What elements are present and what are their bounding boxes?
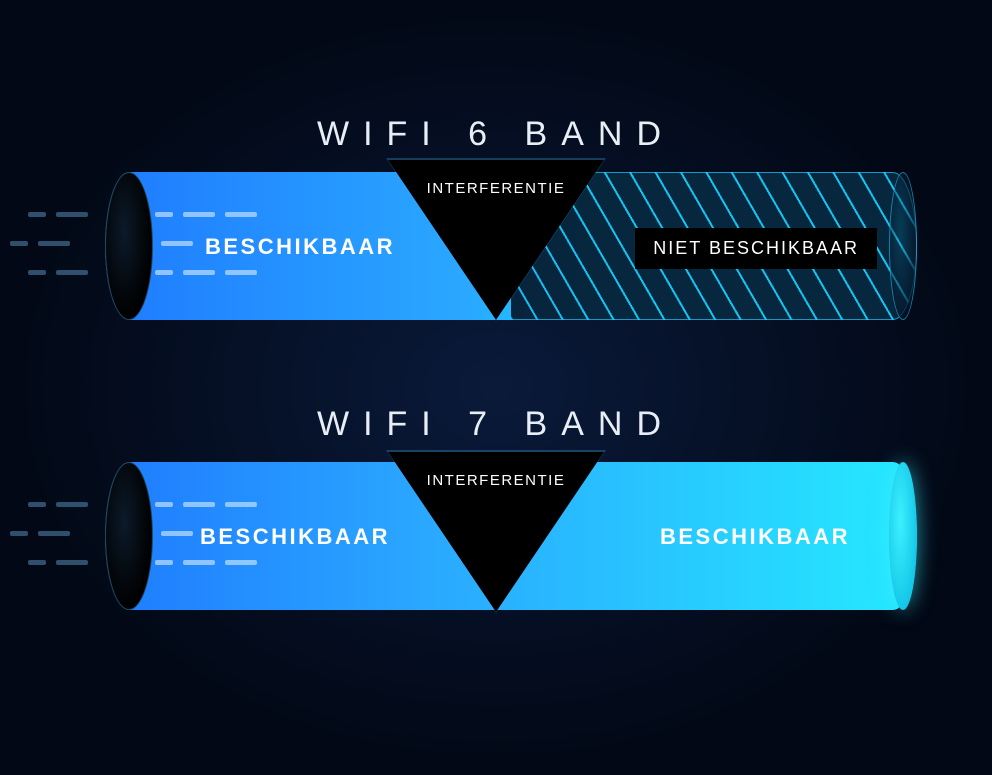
wifi6-pipe-wrap: BESCHIKBAAR NIET BESCHIKBAAR INTERFERENT… bbox=[0, 172, 992, 322]
wifi6-pipe-cap-right bbox=[889, 172, 917, 320]
wifi7-inner-dashes bbox=[155, 502, 257, 589]
diagram-root: WIFI 6 BAND BESCHIKBAAR bbox=[0, 0, 992, 775]
wifi6-interference-label: INTERFERENTIE bbox=[427, 180, 566, 197]
wifi6-pipe-cap-left bbox=[105, 172, 153, 320]
wifi7-pipe-cap-right bbox=[889, 462, 917, 610]
wifi6-interference-marker: INTERFERENTIE bbox=[388, 160, 604, 320]
wifi7-available-right-label: BESCHIKBAAR bbox=[660, 524, 850, 550]
wifi7-interference-label: INTERFERENTIE bbox=[427, 472, 566, 489]
wifi6-section: WIFI 6 BAND BESCHIKBAAR bbox=[0, 115, 992, 322]
wifi7-interference-marker: INTERFERENTIE bbox=[388, 452, 604, 612]
wifi7-title: WIFI 7 BAND bbox=[0, 405, 992, 444]
wifi7-pipe-cap-left bbox=[105, 462, 153, 610]
wifi7-pipe-wrap: BESCHIKBAAR BESCHIKBAAR INTERFERENTIE bbox=[0, 462, 992, 612]
wifi6-unavailable-label: NIET BESCHIKBAAR bbox=[635, 228, 877, 269]
wifi7-section: WIFI 7 BAND BESCHIKBAAR BESCHIKBAAR bbox=[0, 405, 992, 612]
wifi6-title: WIFI 6 BAND bbox=[0, 115, 992, 154]
wifi6-inner-dashes bbox=[155, 212, 257, 299]
